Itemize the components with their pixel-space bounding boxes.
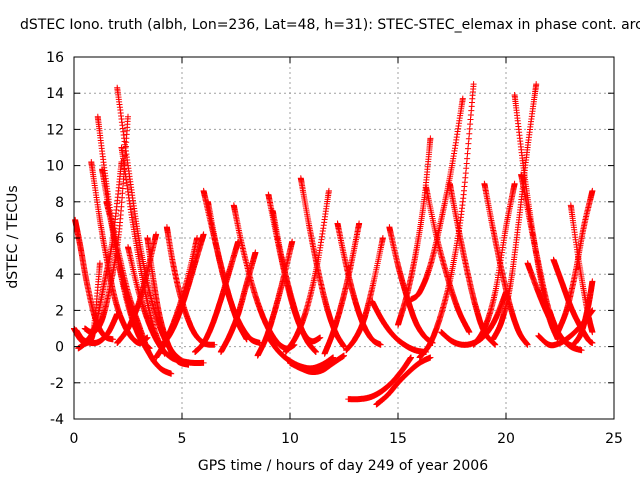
y-tick-label: 0 [55,340,64,356]
x-tick-label: 0 [70,431,79,447]
y-tick-label: 8 [55,195,64,211]
x-axis-label: GPS time / hours of day 249 of year 2006 [198,458,488,474]
y-tick-label: -4 [50,412,64,428]
y-tick-label: 16 [46,50,64,66]
data-arc [345,354,414,403]
data-arc [254,238,296,359]
y-tick-label: 10 [46,159,64,175]
y-tick-label: 4 [55,267,64,283]
x-tick-label: 5 [178,431,187,447]
data-arc [200,187,250,343]
data-arc [192,238,242,355]
chart-title: dSTEC Iono. truth (albh, Lon=236, Lat=48… [20,17,640,33]
data-arc [490,81,540,343]
data-arc [373,354,434,408]
data-arc [423,184,473,336]
x-tick-label: 25 [605,431,623,447]
data-arc [386,224,436,346]
y-tick-label: 12 [46,122,64,138]
data-arc [217,249,259,355]
data-points [71,81,596,408]
y-tick-label: 6 [55,231,64,247]
y-tick-label: 14 [46,86,64,102]
y-tick-label: 2 [55,303,64,319]
data-arc [408,95,466,303]
x-tick-label: 15 [389,431,407,447]
data-arc [157,231,207,350]
data-arc [470,180,518,348]
data-arc [572,278,596,346]
data-arc [546,307,579,350]
x-tick-label: 10 [281,431,299,447]
data-arc [282,187,332,355]
y-tick-label: -2 [50,376,64,392]
x-tick-label: 20 [497,431,515,447]
data-arc [343,235,386,354]
data-arc [287,352,347,375]
data-arc [416,81,477,361]
data-arc [369,298,430,355]
y-axis-label: dSTEC / TECUs [5,185,21,288]
axis-ticks: 0 5 10 15 20 25 -4 -2 0 2 4 6 8 10 12 14 16 [46,50,623,447]
